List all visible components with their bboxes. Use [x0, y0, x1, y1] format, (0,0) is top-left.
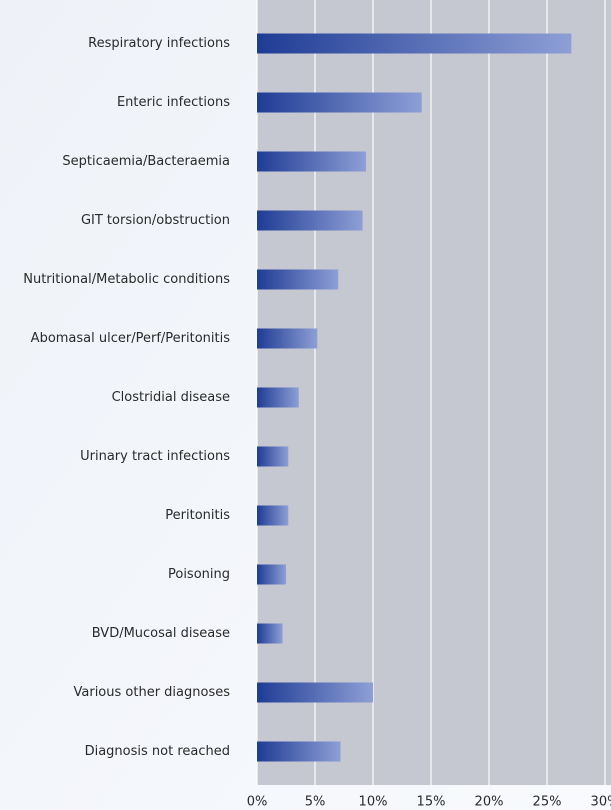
x-tick-label: 10% [359, 795, 388, 810]
bar [257, 151, 367, 172]
y-tick-label: BVD/Mucosal disease [92, 626, 230, 641]
x-tick-label: 30% [591, 795, 611, 810]
bar [257, 446, 289, 467]
x-tick-label: 5% [305, 795, 326, 810]
bar [257, 564, 286, 585]
bar [257, 328, 318, 349]
y-tick-label: Peritonitis [165, 508, 230, 523]
y-tick-label: Diagnosis not reached [85, 744, 230, 759]
y-tick-label: Abomasal ulcer/Perf/Peritonitis [31, 331, 231, 346]
x-tick-label: 20% [475, 795, 504, 810]
bar [257, 210, 363, 231]
plot-area [257, 0, 611, 785]
y-tick-label: Respiratory infections [88, 36, 230, 51]
y-tick-label: Various other diagnoses [74, 685, 231, 700]
y-tick-label: Enteric infections [117, 95, 230, 110]
x-tick-label: 0% [247, 795, 268, 810]
bar [257, 387, 299, 408]
bar [257, 269, 339, 290]
y-tick-label: Poisoning [168, 567, 230, 582]
bar [257, 505, 289, 526]
y-tick-label: Clostridial disease [112, 390, 230, 405]
bar [257, 741, 341, 762]
x-tick-label: 25% [533, 795, 562, 810]
y-tick-label: Septicaemia/Bacteraemia [62, 154, 230, 169]
x-tick-label: 15% [417, 795, 446, 810]
bar [257, 682, 373, 703]
y-tick-label: GIT torsion/obstruction [81, 213, 230, 228]
bar [257, 623, 283, 644]
y-tick-label: Nutritional/Metabolic conditions [23, 272, 230, 287]
bar [257, 33, 572, 54]
y-tick-label: Urinary tract infections [80, 449, 230, 464]
bar [257, 92, 422, 113]
